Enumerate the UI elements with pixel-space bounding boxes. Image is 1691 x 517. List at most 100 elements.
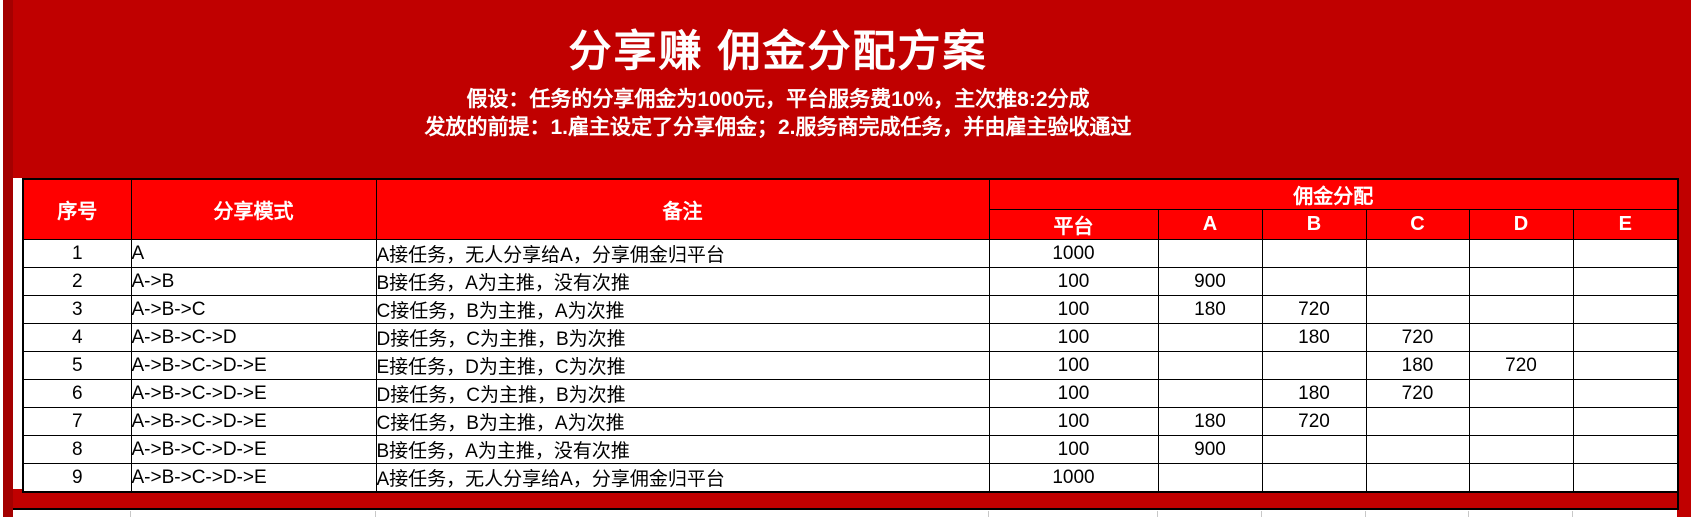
- cell-platform[interactable]: 100: [988, 295, 1159, 324]
- cell-b[interactable]: [1261, 463, 1367, 493]
- col-header-remark[interactable]: 备注: [375, 178, 990, 240]
- cell-a[interactable]: [1157, 463, 1263, 493]
- cell-remark[interactable]: C接任务，B为主推，A为次推: [375, 407, 990, 436]
- cell-e[interactable]: [1572, 323, 1679, 352]
- table-row: 5 A->B->C->D->E E接任务，D为主推，C为次推 100 180 720: [22, 351, 1679, 380]
- cell-index[interactable]: 1: [22, 239, 132, 268]
- cell-d[interactable]: [1468, 295, 1574, 324]
- cell-e[interactable]: [1572, 379, 1679, 408]
- cell-a[interactable]: 900: [1157, 435, 1263, 464]
- cell-index[interactable]: 6: [22, 379, 132, 408]
- col-header-c[interactable]: C: [1365, 209, 1470, 240]
- cell-mode[interactable]: A->B->C->D->E: [130, 351, 377, 380]
- cell-c[interactable]: 720: [1365, 323, 1470, 352]
- cell-e[interactable]: [1572, 407, 1679, 436]
- cell-b[interactable]: 720: [1261, 407, 1367, 436]
- cell-e[interactable]: [1572, 295, 1679, 324]
- cell-c[interactable]: [1365, 435, 1470, 464]
- table-row: 2 A->B B接任务，A为主推，没有次推 100 900: [22, 267, 1679, 296]
- cell-remark[interactable]: E接任务，D为主推，C为次推: [375, 351, 990, 380]
- cell-index[interactable]: 4: [22, 323, 132, 352]
- cell-b[interactable]: [1261, 351, 1367, 380]
- grid-tick: [988, 511, 989, 517]
- col-header-b[interactable]: B: [1261, 209, 1367, 240]
- cell-e[interactable]: [1572, 267, 1679, 296]
- cell-d[interactable]: [1468, 323, 1574, 352]
- cell-mode[interactable]: A->B->C->D->E: [130, 379, 377, 408]
- cell-c[interactable]: 180: [1365, 351, 1470, 380]
- cell-index[interactable]: 7: [22, 407, 132, 436]
- cell-d[interactable]: [1468, 379, 1574, 408]
- cell-mode[interactable]: A->B: [130, 267, 377, 296]
- cell-mode[interactable]: A->B->C->D->E: [130, 463, 377, 493]
- cell-platform[interactable]: 100: [988, 435, 1159, 464]
- cell-remark[interactable]: C接任务，B为主推，A为次推: [375, 295, 990, 324]
- cell-c[interactable]: 720: [1365, 379, 1470, 408]
- cell-b[interactable]: [1261, 435, 1367, 464]
- cell-a[interactable]: [1157, 239, 1263, 268]
- cell-b[interactable]: [1261, 267, 1367, 296]
- cell-platform[interactable]: 1000: [988, 463, 1159, 493]
- left-edge-strip: [3, 0, 13, 517]
- cell-mode[interactable]: A->B->C->D: [130, 323, 377, 352]
- cell-platform[interactable]: 100: [988, 323, 1159, 352]
- cell-d[interactable]: [1468, 239, 1574, 268]
- cell-remark[interactable]: B接任务，A为主推，没有次推: [375, 435, 990, 464]
- cell-c[interactable]: [1365, 239, 1470, 268]
- col-header-commission-group[interactable]: 佣金分配: [988, 178, 1679, 210]
- cell-index[interactable]: 2: [22, 267, 132, 296]
- cell-remark[interactable]: A接任务，无人分享给A，分享佣金归平台: [375, 239, 990, 268]
- col-header-platform[interactable]: 平台: [988, 209, 1159, 240]
- cell-a[interactable]: [1157, 323, 1263, 352]
- cell-platform[interactable]: 100: [988, 267, 1159, 296]
- grid-tick: [130, 511, 131, 517]
- cell-mode[interactable]: A->B->C->D->E: [130, 435, 377, 464]
- cell-c[interactable]: [1365, 267, 1470, 296]
- cell-a[interactable]: [1157, 379, 1263, 408]
- cell-platform[interactable]: 100: [988, 407, 1159, 436]
- cell-remark[interactable]: D接任务，C为主推，B为次推: [375, 379, 990, 408]
- col-header-e[interactable]: E: [1572, 209, 1679, 240]
- cell-index[interactable]: 9: [22, 463, 132, 493]
- cell-d[interactable]: [1468, 267, 1574, 296]
- cell-remark[interactable]: D接任务，C为主推，B为次推: [375, 323, 990, 352]
- cell-e[interactable]: [1572, 351, 1679, 380]
- grid-tick: [1572, 511, 1573, 517]
- cell-mode[interactable]: A: [130, 239, 377, 268]
- cell-index[interactable]: 8: [22, 435, 132, 464]
- cell-index[interactable]: 3: [22, 295, 132, 324]
- cell-platform[interactable]: 100: [988, 379, 1159, 408]
- cell-d[interactable]: [1468, 435, 1574, 464]
- cell-a[interactable]: 180: [1157, 295, 1263, 324]
- cell-platform[interactable]: 100: [988, 351, 1159, 380]
- col-header-index[interactable]: 序号: [22, 178, 132, 240]
- cell-b[interactable]: 720: [1261, 295, 1367, 324]
- cell-e[interactable]: [1572, 463, 1679, 493]
- cell-b[interactable]: 180: [1261, 379, 1367, 408]
- cell-a[interactable]: [1157, 351, 1263, 380]
- cell-index[interactable]: 5: [22, 351, 132, 380]
- cell-mode[interactable]: A->B->C->D->E: [130, 407, 377, 436]
- cell-a[interactable]: 900: [1157, 267, 1263, 296]
- cell-c[interactable]: [1365, 407, 1470, 436]
- cell-e[interactable]: [1572, 239, 1679, 268]
- cell-d[interactable]: [1468, 463, 1574, 493]
- cell-remark[interactable]: A接任务，无人分享给A，分享佣金归平台: [375, 463, 990, 493]
- cell-mode[interactable]: A->B->C: [130, 295, 377, 324]
- cell-d[interactable]: [1468, 407, 1574, 436]
- cell-a[interactable]: 180: [1157, 407, 1263, 436]
- col-header-d[interactable]: D: [1468, 209, 1574, 240]
- col-header-mode[interactable]: 分享模式: [130, 178, 377, 240]
- cell-platform[interactable]: 1000: [988, 239, 1159, 268]
- col-header-a[interactable]: A: [1157, 209, 1263, 240]
- table-row: 6 A->B->C->D->E D接任务，C为主推，B为次推 100 180 720: [22, 379, 1679, 408]
- cell-b[interactable]: 180: [1261, 323, 1367, 352]
- cell-d[interactable]: 720: [1468, 351, 1574, 380]
- cell-c[interactable]: [1365, 295, 1470, 324]
- cell-c[interactable]: [1365, 463, 1470, 493]
- cell-e[interactable]: [1572, 435, 1679, 464]
- grid-tick: [1261, 511, 1262, 517]
- cell-b[interactable]: [1261, 239, 1367, 268]
- right-margin: [1677, 178, 1691, 517]
- cell-remark[interactable]: B接任务，A为主推，没有次推: [375, 267, 990, 296]
